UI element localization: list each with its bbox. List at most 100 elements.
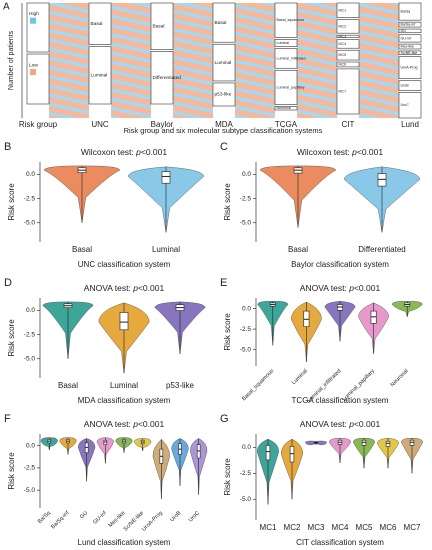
p-label: p	[132, 419, 138, 429]
node	[274, 48, 298, 69]
x-tick-label: MC2	[284, 523, 301, 532]
test-name: ANOVA test:	[300, 283, 349, 293]
node-label: GU-inf	[401, 36, 411, 40]
panel-letter: F	[4, 413, 11, 425]
x-tick-label: Luminal	[110, 381, 138, 390]
x-tick-label: UroB	[169, 510, 182, 523]
y-tick-label: -2.5	[240, 195, 252, 202]
node-label: MC1	[339, 8, 347, 12]
p-value: <0.001	[354, 283, 381, 293]
y-tick-label: -5.0	[24, 487, 36, 494]
panel-letter: E	[220, 277, 227, 289]
p-value: <0.001	[138, 283, 165, 293]
test-title: ANOVA test: p<0.001	[300, 419, 381, 429]
x-tick-label: Basal_squamous	[241, 368, 275, 402]
node-label: Sc/NE-like	[401, 51, 418, 55]
y-tick-label: 0.0	[26, 442, 35, 449]
node	[398, 80, 422, 91]
node-label: Basal_squamous	[277, 18, 305, 22]
node-label: Mes-like	[401, 44, 414, 48]
test-title: Wilcoxon test: p<0.001	[297, 147, 384, 157]
y-axis-label: Risk score	[223, 313, 232, 351]
node	[274, 39, 298, 47]
box	[289, 446, 295, 463]
node	[212, 2, 236, 43]
node	[336, 39, 360, 49]
y-tick-label: 0.0	[242, 444, 251, 451]
x-tick-label: Basal	[58, 381, 78, 390]
node	[88, 2, 112, 45]
node-label: MC5	[339, 53, 347, 57]
node-label: Ba/Sq-inf	[401, 23, 416, 27]
node-label: Luminal	[91, 73, 108, 79]
node	[336, 68, 360, 115]
x-tick-label: GU-inf	[92, 510, 108, 526]
test-title: ANOVA test: p<0.001	[84, 283, 165, 293]
y-tick-label: 0.0	[242, 305, 251, 312]
x-tick-label: MC3	[308, 523, 325, 532]
node-label: Luminal	[215, 60, 232, 66]
node-label: Luminal_papillary	[277, 85, 305, 89]
y-axis-label: Number of patients	[8, 30, 15, 90]
legend-swatch	[30, 69, 36, 76]
node-label: Neuronal	[277, 106, 292, 110]
box	[119, 312, 129, 331]
node	[212, 82, 236, 107]
x-axis-label: UNC classification system	[78, 260, 171, 269]
x-tick-label: MC1	[260, 523, 277, 532]
node-label: MC2	[339, 24, 347, 28]
x-axis-label: CIT classification system	[296, 538, 384, 547]
x-tick-label: MC4	[332, 523, 349, 532]
y-axis-label: Risk score	[7, 452, 16, 490]
test-title: ANOVA test: p<0.001	[84, 419, 165, 429]
y-axis-label: Risk score	[7, 319, 16, 357]
node	[398, 43, 422, 50]
node-label: Basal	[91, 21, 103, 27]
test-title: ANOVA test: p<0.001	[300, 283, 381, 293]
node	[398, 28, 422, 34]
y-tick-label: 0.0	[242, 171, 251, 178]
box	[361, 439, 367, 446]
node-label: UroC	[401, 103, 410, 107]
node-label: MC7	[339, 89, 347, 93]
y-tick-label: -5.0	[240, 496, 252, 503]
x-axis-label: Baylor classification system	[291, 260, 389, 269]
y-tick-label: -2.5	[24, 465, 36, 472]
y-tick-label: -5.0	[24, 355, 36, 362]
node	[336, 34, 360, 38]
y-tick-label: -5.0	[240, 219, 252, 226]
x-tick-label: Basal	[72, 245, 92, 254]
node	[336, 19, 360, 34]
node-label: MC6	[339, 62, 347, 66]
x-axis-label: Risk group and six molecular subtype cla…	[124, 126, 323, 135]
y-axis-label: Risk score	[223, 183, 232, 221]
box	[409, 439, 415, 446]
flow-band	[235, 3, 275, 118]
y-tick-label: -2.5	[240, 470, 252, 477]
test-name: Wilcoxon test:	[297, 147, 352, 157]
y-tick-label: -2.5	[240, 326, 252, 333]
x-tick-label: MC7	[404, 523, 421, 532]
flow-band	[173, 3, 213, 118]
panel-letter: B	[4, 141, 11, 153]
column-label: MDA	[215, 120, 233, 129]
column-label: UNC	[91, 120, 109, 129]
x-axis-label: TCGA classification system	[292, 396, 389, 405]
y-tick-label: -5.0	[240, 346, 252, 353]
column-label: Risk group	[19, 120, 58, 129]
x-tick-label: UroA-Prog	[141, 510, 164, 533]
panel-letter: D	[4, 277, 12, 289]
x-tick-label: Basal	[288, 245, 308, 254]
node-label: p53-like	[215, 92, 232, 98]
p-label: p	[348, 419, 354, 429]
node-label: MC3	[339, 34, 347, 38]
y-tick-label: -2.5	[24, 195, 36, 202]
y-tick-label: -5.0	[24, 219, 36, 226]
node	[150, 2, 174, 50]
column-label: TCGA	[275, 120, 298, 129]
node	[398, 2, 422, 21]
flow-band	[49, 3, 89, 118]
y-tick-label: -2.5	[24, 331, 36, 338]
flow-band	[359, 3, 399, 118]
